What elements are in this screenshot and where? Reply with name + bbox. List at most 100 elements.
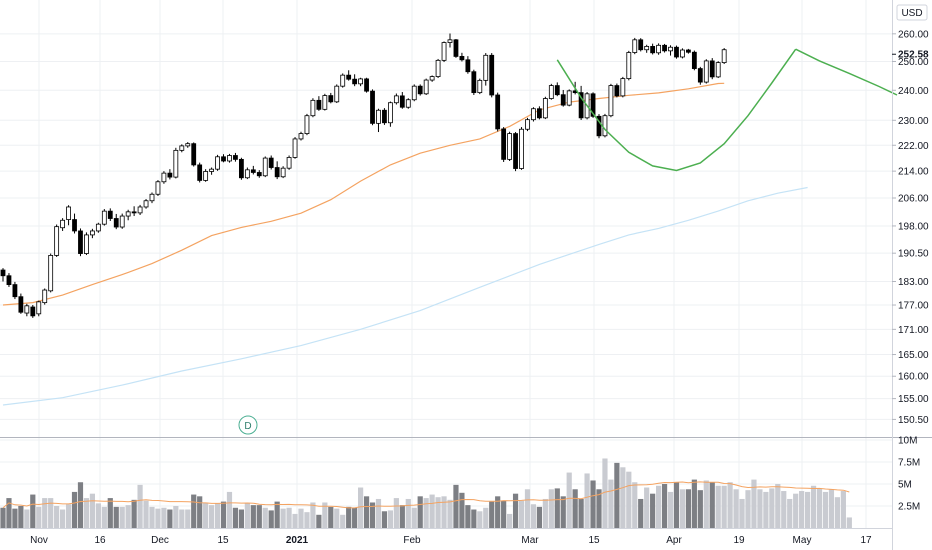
candle-body: [310, 99, 316, 117]
candle: [203, 169, 209, 182]
time-tick-label: Mar: [521, 535, 539, 546]
volume-bar: [721, 485, 727, 528]
volume-average-line: [2, 481, 850, 509]
candle-body: [596, 115, 602, 137]
candle: [382, 108, 387, 125]
candle: [238, 157, 244, 180]
candle: [578, 85, 584, 120]
time-tick-label: 17: [860, 535, 872, 546]
candle: [316, 96, 322, 111]
volume-bar: [334, 508, 340, 528]
candle: [84, 232, 89, 256]
candle-body: [191, 143, 197, 166]
candle-body: [721, 49, 727, 64]
candle: [435, 58, 441, 79]
volume-bar: [644, 487, 650, 528]
candle: [131, 206, 137, 217]
candle: [209, 167, 215, 175]
price-tick-label: 206.00: [898, 194, 929, 205]
candle-body: [680, 49, 685, 58]
volume-bar: [358, 487, 364, 528]
candle-body: [197, 164, 203, 181]
volume-bar: [536, 506, 542, 528]
candle-body: [542, 98, 548, 119]
candle-body: [221, 156, 226, 162]
volume-bar: [483, 507, 489, 528]
candle: [24, 303, 30, 317]
candle-body: [411, 85, 417, 101]
interval-label: D: [244, 421, 251, 432]
candle-body: [602, 115, 608, 137]
volume-bar: [703, 480, 709, 528]
candle-body: [6, 275, 12, 285]
candle: [513, 132, 518, 172]
volume-bar: [238, 509, 244, 528]
candle: [101, 209, 107, 226]
candle: [143, 199, 149, 209]
candle: [256, 170, 262, 178]
candle: [185, 142, 191, 148]
candle-body: [691, 51, 697, 69]
candle-body: [328, 95, 334, 103]
volume-bar: [161, 507, 167, 528]
volume-bar: [304, 512, 310, 528]
candle: [328, 92, 334, 104]
candle: [155, 180, 161, 196]
volume-bar: [602, 458, 608, 528]
candle-body: [340, 74, 346, 87]
candle-body: [280, 167, 286, 178]
volume-bar: [650, 493, 656, 528]
candle: [495, 92, 501, 132]
volume-bar: [834, 497, 840, 528]
candle: [501, 127, 507, 162]
candle-body: [513, 133, 518, 169]
volume-bar: [667, 491, 674, 528]
candle-body: [113, 218, 119, 228]
candle: [137, 204, 143, 215]
price-tick-label: 160.00: [898, 372, 929, 383]
candle-body: [256, 172, 262, 177]
volume-bar: [119, 506, 125, 528]
volume-bar: [745, 490, 751, 528]
volume-bar: [805, 491, 811, 528]
time-tick-label: May: [793, 535, 812, 546]
volume-bar: [501, 500, 507, 528]
candle-body: [686, 49, 691, 53]
volume-bar: [471, 509, 477, 528]
volume-bar: [465, 505, 471, 528]
candle: [334, 84, 340, 104]
volume-tick-label: 5M: [898, 480, 912, 491]
currency-badge[interactable]: USD: [896, 4, 928, 21]
candle: [161, 171, 167, 184]
volume-bar: [787, 498, 793, 528]
volume-bar: [18, 506, 24, 528]
interval-badge-ring: [238, 415, 258, 435]
candle: [650, 43, 656, 55]
candle-body: [125, 211, 131, 217]
candle: [30, 305, 36, 318]
price-tick-label: 171.00: [898, 325, 929, 336]
candle-body: [316, 99, 322, 110]
candle-body: [465, 59, 471, 73]
candle-body: [244, 169, 250, 179]
candle-body: [286, 157, 292, 169]
volume-bar: [209, 505, 215, 528]
candle-body: [167, 172, 173, 178]
interval-badge[interactable]: D: [238, 415, 258, 435]
volume-bar: [340, 514, 346, 528]
candle-body: [72, 219, 77, 232]
candle: [429, 75, 435, 82]
volume-bar: [459, 492, 465, 528]
candle-body: [143, 200, 149, 208]
candle-body: [471, 71, 477, 94]
volume-bar: [429, 494, 435, 528]
candle: [191, 142, 197, 167]
volume-bar: [322, 502, 328, 528]
candle: [548, 83, 554, 100]
candle: [54, 224, 60, 257]
candle: [149, 192, 155, 204]
candle: [417, 84, 423, 96]
time-tick-label: 15: [217, 535, 229, 546]
